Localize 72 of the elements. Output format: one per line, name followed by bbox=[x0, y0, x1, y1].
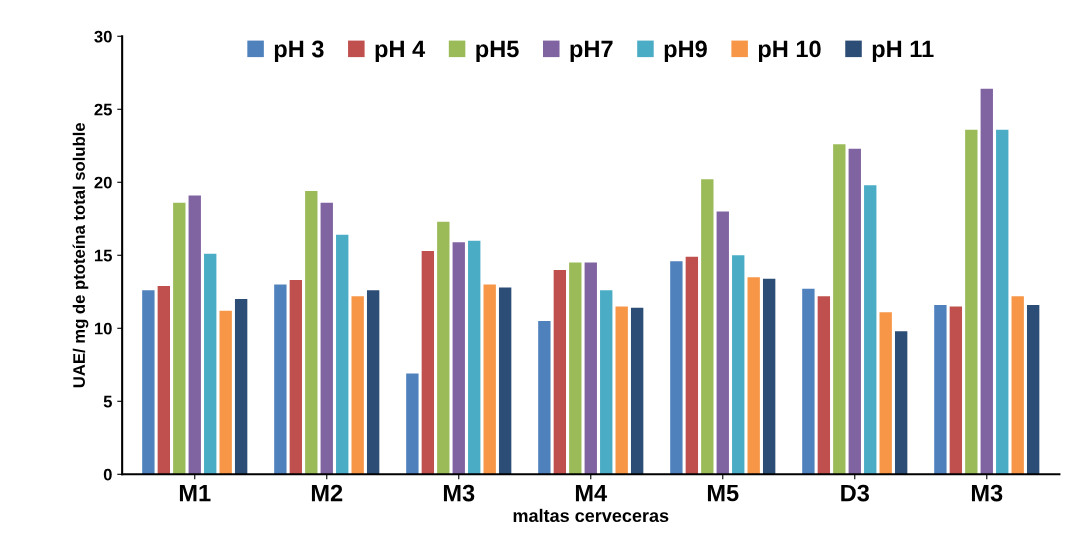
bar bbox=[498, 287, 512, 475]
bar bbox=[142, 290, 155, 475]
legend-label: pH5 bbox=[476, 40, 519, 63]
bar bbox=[615, 306, 628, 475]
bar bbox=[468, 240, 481, 475]
bar bbox=[670, 261, 683, 475]
bar bbox=[188, 195, 201, 475]
bar bbox=[864, 185, 877, 475]
y-tick-label: 20 bbox=[94, 176, 112, 189]
x-tick-label: M5 bbox=[707, 484, 739, 502]
bar bbox=[336, 234, 349, 475]
bar bbox=[732, 255, 745, 475]
bar bbox=[685, 256, 699, 475]
bar bbox=[553, 269, 567, 475]
bar bbox=[483, 284, 496, 475]
bar bbox=[406, 373, 419, 475]
bar bbox=[965, 129, 978, 475]
y-tick-label: 30 bbox=[94, 30, 112, 43]
legend-label: pH 4 bbox=[375, 40, 426, 63]
legend-label: pH9 bbox=[664, 40, 707, 63]
bar bbox=[1011, 296, 1024, 475]
bar bbox=[894, 331, 908, 475]
legend-label: pH7 bbox=[570, 40, 613, 63]
bar bbox=[320, 202, 333, 475]
y-tick-label: 5 bbox=[103, 395, 112, 408]
bar bbox=[234, 299, 248, 475]
x-tick-label: M2 bbox=[311, 484, 343, 502]
bar bbox=[980, 88, 993, 475]
bar bbox=[289, 280, 303, 475]
bar bbox=[157, 285, 171, 475]
bar bbox=[366, 290, 380, 475]
bar bbox=[934, 304, 947, 475]
y-tick-label: 15 bbox=[94, 249, 112, 262]
bar bbox=[173, 202, 186, 475]
bar bbox=[996, 129, 1009, 475]
bar bbox=[305, 191, 318, 475]
bar bbox=[437, 221, 450, 475]
x-tick-label: M4 bbox=[575, 484, 608, 502]
bar bbox=[879, 312, 892, 475]
bar bbox=[817, 296, 831, 475]
bar bbox=[802, 288, 815, 475]
legend-label: pH 11 bbox=[872, 40, 934, 63]
bar bbox=[274, 284, 287, 475]
legend-label: pH 10 bbox=[758, 40, 821, 63]
bar bbox=[219, 310, 232, 475]
bar bbox=[204, 253, 217, 475]
bar bbox=[421, 250, 435, 475]
bar bbox=[630, 307, 644, 475]
bar bbox=[701, 179, 714, 475]
x-tick-label: M3 bbox=[443, 484, 475, 502]
bar bbox=[452, 242, 465, 475]
x-tick-label: M1 bbox=[179, 484, 211, 502]
bar bbox=[600, 290, 613, 475]
bar bbox=[584, 262, 597, 475]
bar bbox=[716, 211, 729, 475]
bar bbox=[762, 278, 776, 475]
bar bbox=[538, 320, 551, 475]
x-tick-label: M3 bbox=[971, 484, 1003, 502]
bar bbox=[1026, 304, 1040, 475]
y-tick-label: 0 bbox=[103, 468, 112, 481]
bar bbox=[848, 148, 861, 475]
y-tick-label: 25 bbox=[94, 103, 112, 116]
bar bbox=[569, 262, 582, 475]
y-axis-title: UAE/ mg de ptoteína total soluble bbox=[72, 122, 89, 388]
legend-label: pH 3 bbox=[274, 40, 324, 63]
bar bbox=[351, 296, 364, 475]
x-axis-title: maltas cerveceras bbox=[513, 508, 669, 523]
x-tick-label: D3 bbox=[841, 484, 870, 502]
bar bbox=[747, 277, 760, 475]
y-tick-label: 10 bbox=[94, 322, 112, 335]
bar bbox=[833, 144, 846, 475]
bar bbox=[949, 306, 963, 475]
